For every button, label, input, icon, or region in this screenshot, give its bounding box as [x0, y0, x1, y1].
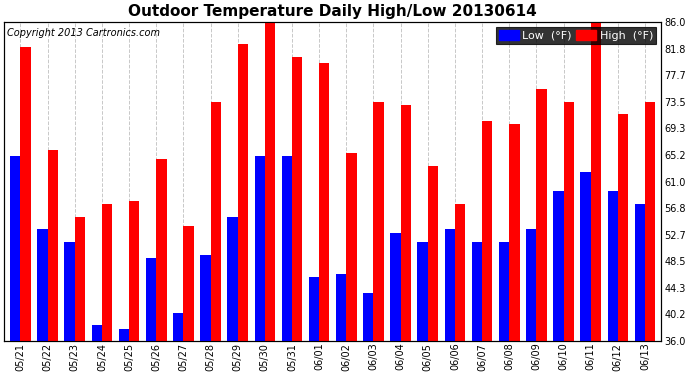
Bar [499, 242, 509, 341]
Bar [92, 326, 102, 341]
Bar [428, 165, 438, 341]
Bar [401, 105, 411, 341]
Bar [75, 217, 85, 341]
Bar [509, 124, 520, 341]
Bar [173, 312, 184, 341]
Bar [417, 242, 428, 341]
Bar [645, 102, 656, 341]
Text: Copyright 2013 Cartronics.com: Copyright 2013 Cartronics.com [8, 28, 161, 38]
Bar [553, 191, 564, 341]
Bar [48, 150, 58, 341]
Bar [482, 121, 493, 341]
Bar [292, 57, 302, 341]
Bar [336, 274, 346, 341]
Bar [373, 102, 384, 341]
Bar [129, 201, 139, 341]
Bar [346, 153, 357, 341]
Bar [319, 63, 330, 341]
Bar [210, 102, 221, 341]
Bar [444, 230, 455, 341]
Bar [146, 258, 156, 341]
Bar [10, 156, 21, 341]
Bar [591, 22, 601, 341]
Bar [156, 159, 166, 341]
Bar [472, 242, 482, 341]
Bar [64, 242, 75, 341]
Bar [455, 204, 465, 341]
Bar [255, 156, 265, 341]
Bar [635, 204, 645, 341]
Bar [282, 156, 292, 341]
Bar [102, 204, 112, 341]
Bar [607, 191, 618, 341]
Bar [119, 328, 129, 341]
Bar [564, 102, 574, 341]
Bar [391, 232, 401, 341]
Bar [309, 278, 319, 341]
Legend: Low  (°F), High  (°F): Low (°F), High (°F) [496, 27, 656, 44]
Bar [21, 47, 31, 341]
Bar [37, 230, 48, 341]
Bar [536, 89, 546, 341]
Title: Outdoor Temperature Daily High/Low 20130614: Outdoor Temperature Daily High/Low 20130… [128, 4, 537, 19]
Bar [580, 172, 591, 341]
Bar [618, 114, 628, 341]
Bar [184, 226, 194, 341]
Bar [363, 293, 373, 341]
Bar [237, 44, 248, 341]
Bar [200, 255, 210, 341]
Bar [265, 22, 275, 341]
Bar [526, 230, 536, 341]
Bar [228, 217, 237, 341]
